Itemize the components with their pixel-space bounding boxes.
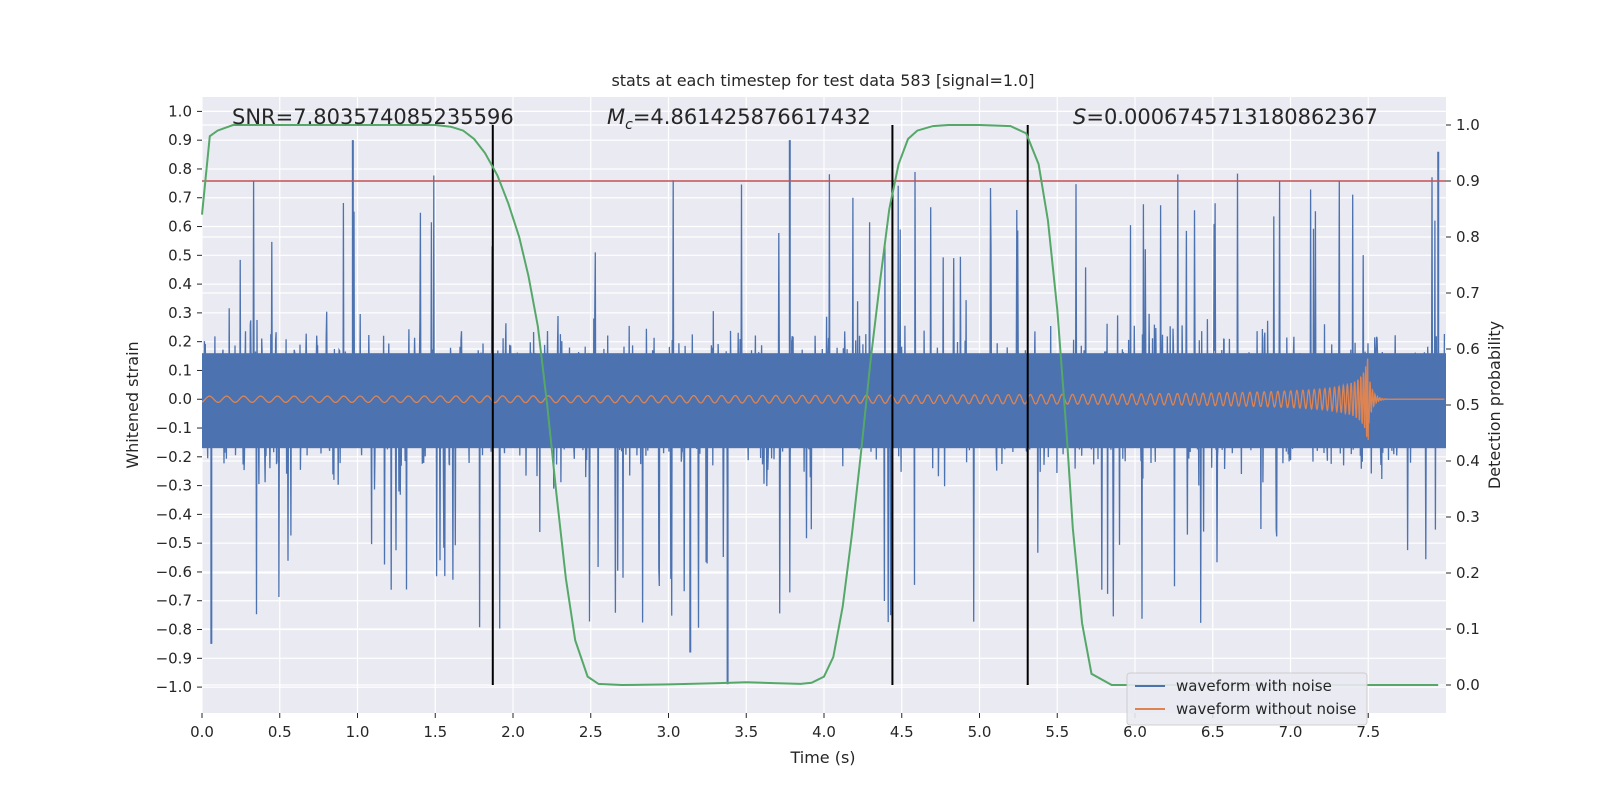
chirp-mass-value: =4.861425876617432	[633, 105, 871, 129]
x-tick-label: 3.0	[657, 723, 681, 741]
x-tick-label: 5.5	[1045, 723, 1069, 741]
snr-annotation: SNR=7.803574085235596	[232, 105, 514, 129]
y-tick-label-right: 0.6	[1456, 340, 1480, 358]
x-tick-label: 7.5	[1356, 723, 1380, 741]
y-tick-label-left: −0.3	[156, 477, 192, 495]
y-axis-label-left: Whitened strain	[123, 341, 142, 468]
x-tick-label: 0.0	[190, 723, 214, 741]
y-tick-label-right: 0.5	[1456, 396, 1480, 414]
s-annotation: S=0.0006745713180862367	[1073, 105, 1378, 129]
s-value: =0.0006745713180862367	[1086, 105, 1378, 129]
y-tick-label-left: 0.4	[168, 275, 192, 293]
y-tick-label-left: −0.8	[156, 621, 192, 639]
x-tick-label: 0.5	[268, 723, 292, 741]
y-tick-label-left: 0.8	[168, 160, 192, 178]
y-tick-label-left: −1.0	[156, 678, 192, 696]
legend: waveform with noise waveform without noi…	[1126, 672, 1368, 726]
x-tick-label: 3.5	[734, 723, 758, 741]
legend-label-clean: waveform without noise	[1176, 700, 1356, 718]
axes: 0.0 0.5 1.0 1.5 2.0 2.5 3.0 3.5 4.0 4.5 5.0 5.5 6.0 6…	[156, 102, 1480, 741]
y-tick-label-right: 0.8	[1456, 228, 1480, 246]
y-tick-label-left: 0.5	[168, 246, 192, 264]
x-axis-label: Time (s)	[789, 748, 855, 767]
y-tick-label-right: 0.1	[1456, 620, 1480, 638]
x-tick-label: 6.5	[1201, 723, 1225, 741]
chirp-mass-subscript: c	[625, 117, 633, 133]
y-tick-label-left: −0.9	[156, 649, 192, 667]
y-tick-label-right: 0.0	[1456, 676, 1480, 694]
y-tick-label-left: −0.4	[156, 505, 192, 523]
x-tick-label: 4.5	[890, 723, 914, 741]
y-tick-label-right: 0.4	[1456, 452, 1480, 470]
y-tick-label-left: 0.1	[168, 361, 192, 379]
y-tick-label-left: −0.1	[156, 419, 192, 437]
y-tick-label-right: 1.0	[1456, 116, 1480, 134]
s-symbol: S	[1073, 105, 1086, 129]
y-tick-label-left: −0.7	[156, 592, 192, 610]
vertical-markers	[491, 125, 1029, 685]
y-tick-label-right: 0.3	[1456, 508, 1480, 526]
x-tick-label: 6.0	[1123, 723, 1147, 741]
x-tick-label: 1.0	[346, 723, 370, 741]
x-tick-label: 5.0	[968, 723, 992, 741]
y-tick-label-left: 0.3	[168, 304, 192, 322]
x-tick-label: 4.0	[812, 723, 836, 741]
chirp-mass-symbol: M	[607, 105, 625, 129]
y-tick-label-left: 0.2	[168, 333, 192, 351]
probability-path	[201, 124, 1439, 687]
y-tick-label-right: 0.9	[1456, 172, 1480, 190]
x-tick-label: 1.5	[423, 723, 447, 741]
y-tick-label-left: 0.6	[168, 218, 192, 236]
y-tick-label-left: −0.2	[156, 448, 192, 466]
x-tick-label: 2.0	[501, 723, 525, 741]
series-waveform-without-noise	[202, 358, 1445, 440]
y-tick-label-left: 1.0	[168, 102, 192, 120]
y-tick-label-right: 0.2	[1456, 564, 1480, 582]
clean-waveform-path	[202, 358, 1445, 440]
x-tick-label: 7.0	[1279, 723, 1303, 741]
y-tick-label-left: 0.7	[168, 189, 192, 207]
legend-label-noise: waveform with noise	[1176, 677, 1332, 695]
chart-title: stats at each timestep for test data 583…	[611, 71, 1034, 90]
x-tick-label: 2.5	[579, 723, 603, 741]
y-tick-label-right: 0.7	[1456, 284, 1480, 302]
y-tick-label-left: 0.0	[168, 390, 192, 408]
y-tick-label-left: −0.6	[156, 563, 192, 581]
y-axis-label-right: Detection probability	[1485, 321, 1504, 489]
series-detection-probability	[201, 124, 1439, 687]
y-tick-label-left: 0.9	[168, 131, 192, 149]
y-tick-label-left: −0.5	[156, 534, 192, 552]
chirp-mass-annotation: Mc=4.861425876617432	[607, 105, 871, 133]
